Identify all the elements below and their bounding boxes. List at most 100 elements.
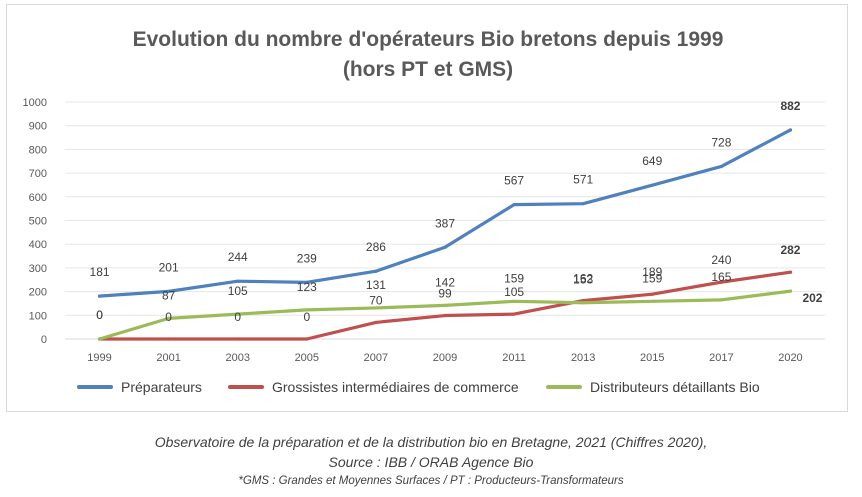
series-line-0: [97, 128, 793, 298]
data-label: 649: [642, 154, 662, 168]
data-label: 70: [369, 293, 383, 307]
x-tick-label: 2013: [571, 352, 595, 364]
data-point: [788, 289, 793, 293]
data-point: [374, 320, 378, 325]
x-axis-ticks: 1999 2001 2003 2005 2007 2009 2011 2013 2015 2017…: [87, 352, 802, 364]
y-tick-label: 300: [29, 263, 47, 275]
data-labels: 181 201 244 239 286 387 567 571 649 728 882 0 0 0 0 70 9…: [90, 99, 823, 324]
legend-item-distributeurs: Distributeurs détaillants Bio: [546, 377, 760, 397]
x-tick-label: 2001: [156, 352, 180, 364]
legend-label-grossistes: Grossistes intermédiaires de commerce: [272, 379, 519, 395]
data-label: 286: [366, 240, 386, 254]
caption-line-2: Source : IBB / ORAB Agence Bio: [328, 454, 534, 470]
data-label: 201: [159, 260, 179, 274]
data-label: 105: [504, 285, 524, 299]
x-tick-label: 2020: [778, 352, 802, 364]
x-tick-label: 2017: [709, 352, 733, 364]
y-axis-ticks: 0 100 200 300 400 500 600 700 800 900 1000: [23, 97, 47, 346]
x-tick-label: 2005: [295, 352, 319, 364]
x-tick-label: 2015: [640, 352, 664, 364]
data-label: 882: [780, 99, 800, 113]
data-point: [97, 337, 102, 341]
y-tick-label: 400: [29, 239, 47, 251]
data-point: [305, 337, 309, 341]
data-point: [443, 245, 447, 249]
data-label: 165: [711, 270, 731, 284]
data-label: 105: [228, 284, 248, 298]
y-tick-label: 900: [29, 121, 47, 133]
data-point: [788, 270, 793, 274]
data-label: 240: [711, 253, 731, 267]
data-label: 123: [297, 280, 317, 294]
data-label: 162: [573, 272, 593, 286]
data-label: 99: [438, 287, 452, 301]
data-point: [512, 203, 516, 207]
y-tick-label: 700: [29, 168, 47, 180]
data-point: [374, 306, 378, 310]
data-point: [443, 313, 447, 318]
data-label: 0: [234, 310, 241, 324]
data-label: 0: [303, 310, 310, 324]
x-tick-label: 1999: [87, 352, 111, 364]
data-label: 387: [435, 216, 455, 230]
data-label: 153: [573, 273, 593, 287]
data-point: [374, 269, 378, 273]
data-point: [719, 164, 723, 169]
data-label: 159: [504, 271, 524, 285]
data-point: [581, 202, 585, 206]
caption: Observatoire de la préparation et de la …: [0, 432, 862, 490]
data-label: 87: [162, 288, 176, 302]
data-point: [236, 279, 240, 283]
legend-label-preparateurs: Préparateurs: [121, 379, 202, 395]
data-label: 131: [366, 278, 386, 292]
legend-swatch-distributeurs: [546, 385, 582, 389]
chart-subtitle: (hors PT et GMS): [342, 58, 514, 81]
data-label: 571: [573, 173, 593, 187]
x-tick-label: 2003: [225, 352, 249, 364]
data-point: [650, 292, 654, 296]
data-point: [305, 280, 309, 284]
data-label: 142: [435, 275, 455, 289]
x-tick-label: 2007: [364, 352, 388, 364]
data-point: [719, 298, 723, 302]
data-label: 244: [228, 250, 248, 264]
data-label: 189: [642, 265, 662, 279]
legend-swatch-preparateurs: [77, 385, 113, 389]
data-label: 202: [802, 291, 822, 305]
legend-swatch-grossistes: [228, 385, 264, 389]
legend-label-distributeurs: Distributeurs détaillants Bio: [590, 379, 760, 395]
data-label: 0: [96, 308, 103, 322]
data-point: [167, 289, 171, 293]
data-point: [512, 299, 516, 303]
y-tick-label: 0: [41, 334, 47, 346]
legend-item-grossistes: Grossistes intermédiaires de commerce: [228, 377, 519, 397]
chart-title: Evolution du nombre d'opérateurs Bio bre…: [7, 25, 849, 85]
data-label: 282: [780, 243, 800, 257]
caption-line-1: Observatoire de la préparation et de la …: [154, 434, 708, 450]
y-tick-label: 100: [29, 310, 47, 322]
y-tick-label: 800: [29, 144, 47, 156]
data-label: 239: [297, 251, 317, 265]
data-label: 181: [90, 265, 110, 279]
data-label: 0: [165, 310, 172, 324]
data-point: [443, 303, 447, 307]
data-label: 0: [96, 308, 103, 322]
data-point: [167, 337, 171, 341]
data-point: [512, 312, 516, 316]
data-point: [650, 299, 654, 303]
chart-title-line: Evolution du nombre d'opérateurs Bio bre…: [132, 28, 724, 51]
data-point: [650, 183, 654, 187]
data-label: 159: [642, 271, 662, 285]
chart-frame: Evolution du nombre d'opérateurs Bio bre…: [6, 4, 848, 412]
series-lines: [97, 128, 793, 341]
y-tick-label: 200: [29, 287, 47, 299]
data-point: [305, 308, 309, 312]
data-point: [97, 294, 102, 298]
data-label: 728: [711, 135, 731, 149]
data-point: [167, 316, 171, 320]
y-tick-label: 500: [29, 216, 47, 228]
caption-line-3: *GMS : Grandes et Moyennes Surfaces / PT…: [238, 475, 624, 487]
legend-item-preparateurs: Préparateurs: [77, 377, 202, 397]
y-tick-label: 600: [29, 192, 47, 204]
